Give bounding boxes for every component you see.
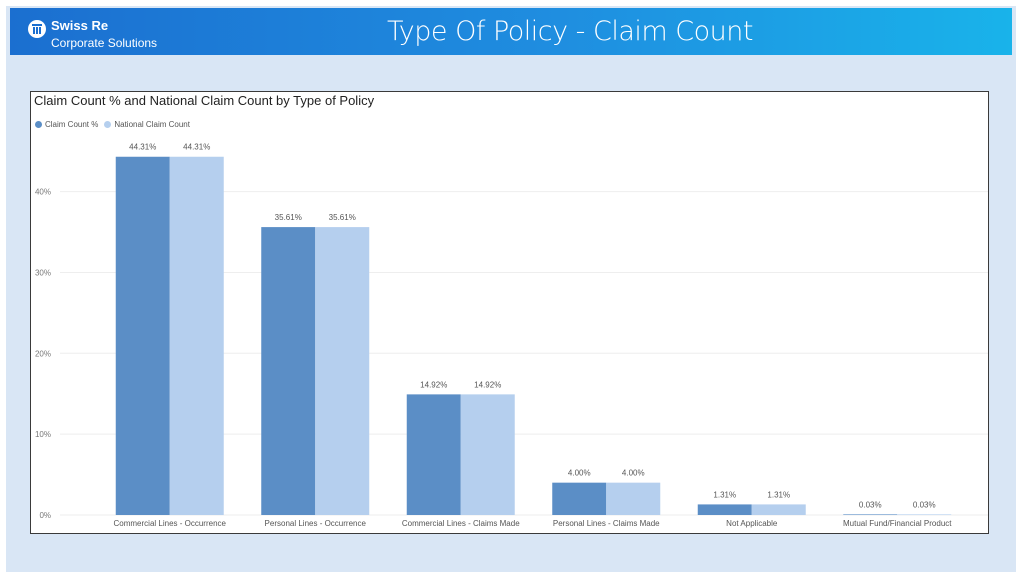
legend-item-claim-count[interactable]: Claim Count % (35, 120, 98, 129)
legend-label: National Claim Count (114, 119, 190, 129)
data-label: 1.31% (767, 490, 790, 499)
data-label: 1.31% (713, 490, 736, 499)
data-label: 44.31% (129, 143, 156, 152)
y-tick-label: 20% (35, 349, 51, 358)
data-label: 14.92% (474, 380, 501, 389)
legend-dot-icon (35, 120, 42, 128)
y-tick-label: 0% (39, 511, 51, 520)
x-category-label: Personal Lines - Claims Made (553, 519, 660, 528)
chart-title: Claim Count % and National Claim Count b… (34, 93, 375, 108)
bar[interactable] (897, 514, 952, 515)
data-label: 4.00% (622, 469, 645, 478)
data-label: 44.31% (183, 143, 210, 152)
bar[interactable] (406, 394, 461, 515)
y-tick-label: 40% (35, 188, 51, 197)
legend-dot-icon (104, 120, 112, 128)
x-category-label: Not Applicable (726, 519, 778, 528)
x-category-label: Commercial Lines - Occurrence (114, 519, 227, 528)
bar[interactable] (315, 227, 370, 515)
bar[interactable] (751, 504, 806, 515)
bar[interactable] (606, 482, 661, 515)
bar[interactable] (115, 156, 170, 515)
bar[interactable] (169, 156, 224, 515)
x-category-label: Commercial Lines - Claims Made (402, 519, 520, 528)
legend-item-national-claim-count[interactable]: National Claim Count (104, 120, 190, 129)
data-label: 35.61% (275, 213, 302, 222)
data-label: 4.00% (568, 469, 591, 478)
y-tick-label: 10% (35, 430, 51, 439)
data-label: 0.03% (913, 500, 936, 509)
y-tick-label: 30% (35, 268, 51, 277)
x-category-label: Personal Lines - Occurrence (265, 519, 367, 528)
page-title: Type Of Policy - Claim Count (387, 16, 753, 47)
brand-name: Swiss Re (51, 18, 109, 33)
legend-label: Claim Count % (45, 119, 99, 129)
bar[interactable] (460, 394, 515, 515)
data-label: 14.92% (420, 380, 447, 389)
swiss-re-logo-icon (28, 20, 46, 38)
data-label: 0.03% (859, 500, 882, 509)
x-category-label: Mutual Fund/Financial Product (843, 519, 952, 528)
bar[interactable] (552, 482, 607, 515)
bar[interactable] (843, 514, 898, 515)
bar[interactable] (697, 504, 752, 515)
data-label: 35.61% (329, 213, 356, 222)
bar[interactable] (261, 227, 316, 515)
header-bar (10, 8, 1012, 55)
chart-legend: Claim Count % National Claim Count (35, 118, 196, 130)
brand-subtitle: Corporate Solutions (51, 36, 158, 50)
